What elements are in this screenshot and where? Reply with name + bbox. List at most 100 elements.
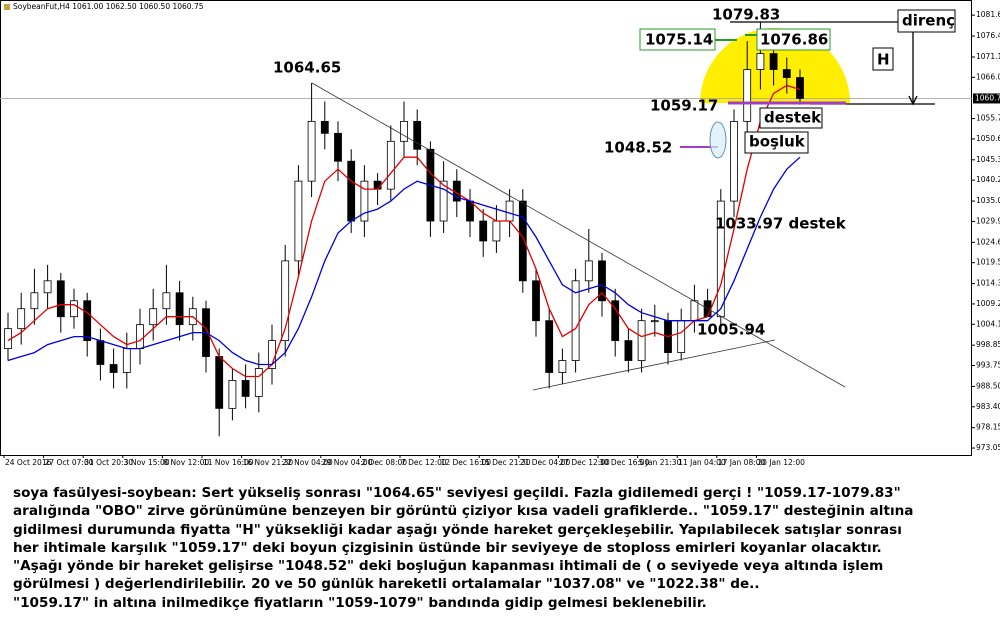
price-tag-label: 1060.75: [975, 93, 1000, 102]
candle-body: [215, 356, 224, 409]
y-tick-label: 1071.15: [976, 52, 1000, 61]
y-tick-label: 1019.55: [976, 258, 1000, 267]
x-tick-label: 5 Jan 21:30: [639, 458, 682, 467]
x-tick-label: 12 Dec 16:00: [441, 458, 492, 467]
candle-body: [307, 120, 316, 182]
candle-body: [96, 340, 105, 365]
x-tick-label: 11 Jan 04:00: [678, 458, 726, 467]
x-tick-label: 27 Oct 07:00: [45, 458, 94, 467]
y-tick-label: 1040.25: [976, 175, 1000, 184]
candle-body: [796, 77, 804, 99]
caption-line: her ihtimale karşılık "1059.17" deki boy…: [13, 539, 882, 556]
candle-body: [637, 320, 646, 361]
annotation: 1048.52: [604, 139, 672, 157]
annotation: boşluk: [749, 133, 806, 151]
candle-body: [492, 220, 501, 242]
y-tick-label: 1081.65: [976, 10, 1000, 19]
annotation: 1005.94: [697, 321, 765, 339]
candle-body: [598, 260, 606, 302]
y-tick-label: 1035.00: [976, 196, 1000, 205]
y-tick-label: 1014.30: [976, 279, 1000, 288]
chart: SoybeanFut,H4 1061.00 1062.50 1060.50 10…: [0, 0, 1000, 467]
candle-body: [43, 280, 52, 294]
caption-line: soya fasülyesi-soybean: Sert yükseliş so…: [13, 485, 901, 501]
label-box: [897, 9, 956, 33]
y-tick-label: 973.05: [976, 443, 1000, 452]
candle-body: [241, 380, 250, 397]
candle-body: [281, 260, 290, 342]
y-tick-label: 1045.35: [976, 155, 1000, 164]
caption-line: "1059.17" in altına inilmedikçe fiyatlar…: [13, 594, 707, 611]
y-tick-label: 1009.20: [976, 299, 1000, 308]
annotation: 1079.83: [712, 6, 780, 24]
moving-average: [7, 84, 801, 378]
candle-body: [56, 280, 65, 318]
candle-body: [17, 308, 26, 330]
candle-body: [558, 360, 567, 373]
candle-body: [532, 280, 540, 322]
annotation: 1059.17: [650, 97, 718, 115]
y-tick-label: 1055.70: [976, 114, 1000, 123]
x-tick-label: 16 Nov 21:30: [243, 458, 294, 467]
y-tick-label: 978.15: [976, 423, 1000, 432]
y-tick-label: 993.75: [976, 361, 1000, 370]
annotation: 1064.65: [273, 59, 341, 77]
caption: soya fasülyesi-soybean: Sert yükseliş so…: [13, 484, 998, 612]
candle-body: [254, 368, 263, 397]
annotation: direnç: [902, 12, 955, 30]
candle-body: [413, 120, 422, 150]
candle-body: [175, 292, 184, 326]
label-box: [744, 131, 809, 154]
candle-body: [584, 260, 593, 282]
x-tick-label: 31 Oct 20:30: [84, 458, 133, 467]
label-box: [759, 107, 823, 129]
x-tick-label: 24 Oct 2016: [5, 458, 52, 467]
candle-body: [347, 160, 356, 222]
candle-body: [360, 180, 369, 222]
annotation: H: [877, 51, 890, 69]
candle-body: [136, 324, 144, 349]
candle-body: [228, 380, 237, 409]
x-tick-label: 21 Dec 04:00: [520, 458, 571, 467]
caption-line: "Aşağı yönde bir hareket gelişirse "1048…: [13, 558, 884, 575]
annotation-lines: [311, 9, 956, 391]
y-tick-label: 983.40: [976, 402, 1000, 411]
candle-body: [756, 53, 765, 70]
x-tick-label: 3 Nov 15:00: [124, 458, 170, 467]
candle-body: [545, 320, 554, 373]
x-tick-label: 20 Jan 12:00: [757, 458, 805, 467]
label-box: [756, 28, 831, 51]
candle-body: [677, 320, 686, 353]
x-tick-label: 27 Dec 12:00: [559, 458, 610, 467]
marks: [0, 22, 972, 437]
candle-body: [518, 200, 527, 282]
candle-body: [334, 132, 342, 162]
caption-line: aralığında "OBO" zirve görünümüne benzey…: [13, 503, 914, 520]
candle-body: [571, 280, 580, 361]
candle-body: [162, 292, 171, 310]
candle-body: [650, 320, 659, 323]
trendline: [532, 339, 776, 391]
y-tick-label: 1066.05: [976, 72, 1000, 81]
x-tick-label: 7 Dec 12:00: [401, 458, 447, 467]
x-tick-label: 29 Nov 04:00: [322, 458, 373, 467]
x-tick-label: 15 Dec 21:30: [480, 458, 531, 467]
candle-body: [743, 69, 752, 122]
candle-body: [109, 364, 118, 373]
x-tick-label: 8 Nov 12:00: [163, 458, 209, 467]
price-tag: [973, 93, 1000, 104]
y-tick-label: 1076.40: [976, 31, 1000, 40]
candle-body: [479, 220, 488, 242]
candle-body: [782, 69, 791, 78]
symbol-icon: [4, 4, 10, 10]
y-tick-label: 1024.65: [976, 237, 1000, 246]
annotation: 1076.86: [760, 31, 828, 49]
candle-body: [439, 180, 448, 222]
chart-header: SoybeanFut,H4 1061.00 1062.50 1060.50 10…: [13, 2, 204, 11]
candle-body: [624, 340, 633, 361]
label-box: [872, 47, 894, 71]
moving-average: [7, 156, 801, 366]
candle-body: [122, 348, 131, 373]
y-tick-label: 1029.90: [976, 216, 1000, 225]
